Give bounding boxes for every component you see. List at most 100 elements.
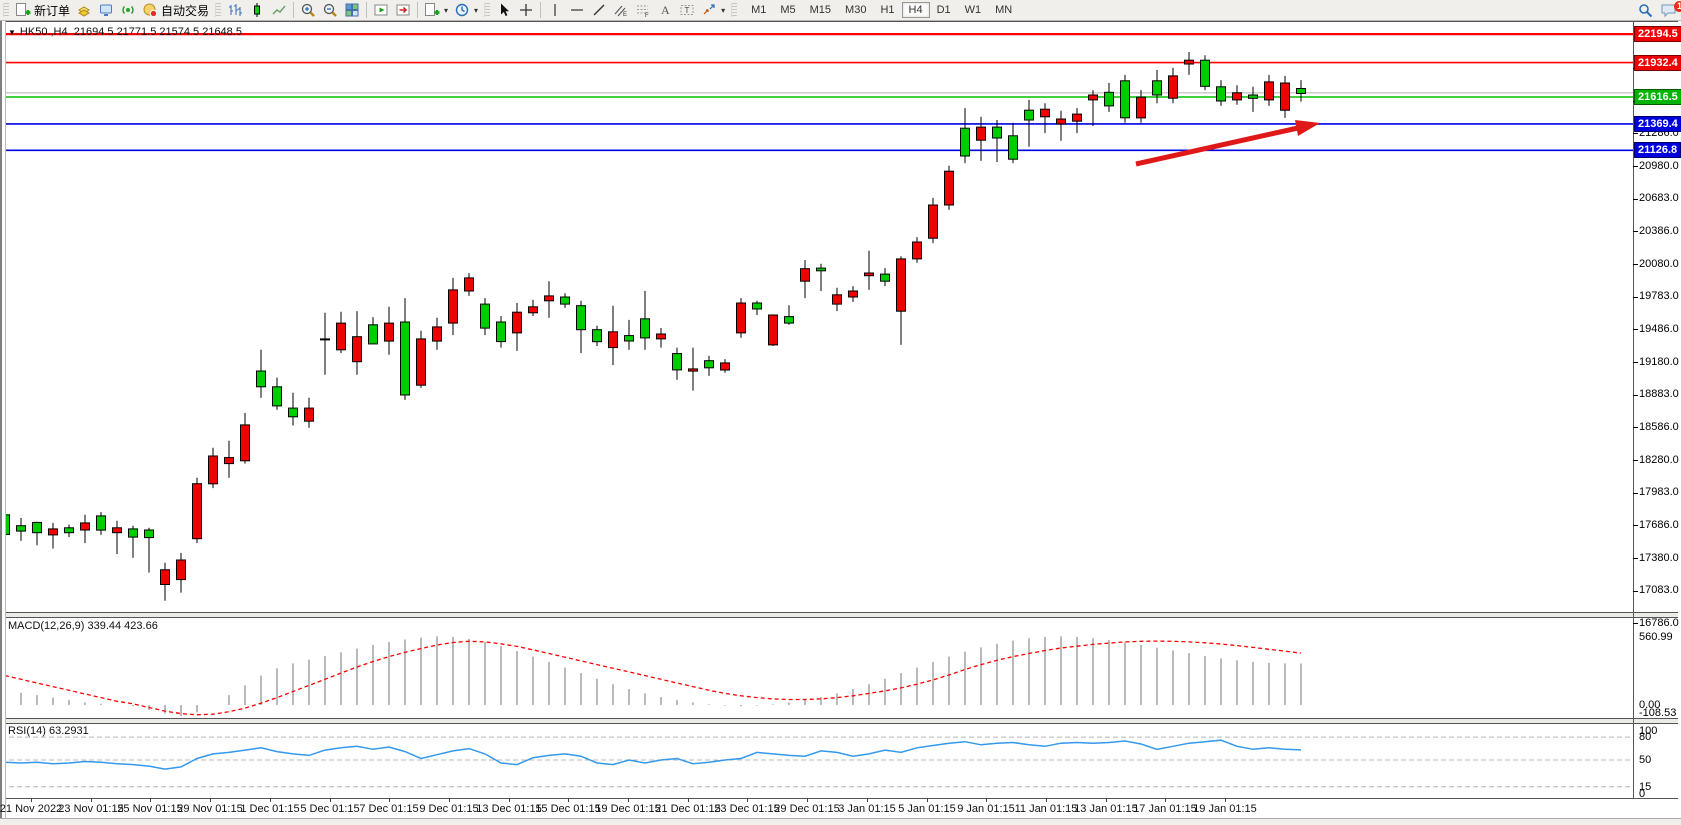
equidistant-channel-button[interactable]: E — [610, 1, 632, 20]
timeframe-M30[interactable]: M30 — [838, 2, 873, 18]
timeframe-H1[interactable]: H1 — [873, 2, 901, 18]
candlestick-chart-button[interactable] — [246, 1, 268, 20]
candle-body — [736, 302, 746, 334]
autotrading-button[interactable]: 自动交易 — [139, 1, 212, 20]
vertical-line-icon — [547, 2, 563, 18]
candle-body — [672, 353, 682, 371]
notifications-button[interactable]: 1 — [1657, 0, 1681, 20]
zoom-out-button[interactable] — [319, 1, 341, 20]
timeframe-MN[interactable]: MN — [988, 2, 1019, 18]
search-button[interactable] — [1634, 1, 1657, 20]
collapse-triangle-icon[interactable]: ▼ — [8, 28, 16, 37]
auto-scroll-icon — [373, 2, 389, 18]
candle-body — [912, 241, 922, 260]
candle-body — [688, 368, 698, 372]
rsi-label: RSI(14) 63.2931 — [8, 725, 89, 737]
trendline-button[interactable] — [588, 1, 610, 20]
signal-button[interactable] — [117, 1, 139, 20]
date-label: 21 Dec 01:15 — [655, 803, 721, 815]
price-tickmark — [1633, 133, 1638, 134]
date-label: 7 Dec 01:15 — [359, 803, 419, 815]
candle-body — [656, 333, 666, 340]
price-tick-label: 19783.0 — [1639, 290, 1679, 302]
timeframe-M15[interactable]: M15 — [803, 2, 838, 18]
timeframe-W1[interactable]: W1 — [958, 2, 989, 18]
macd-panel[interactable] — [0, 616, 1678, 719]
date-tickmark — [568, 798, 569, 802]
price-tick-label: 18883.0 — [1639, 388, 1679, 400]
price-tick-label: 17083.0 — [1639, 584, 1679, 596]
candle-body — [176, 559, 186, 581]
crosshair-button[interactable] — [515, 1, 537, 20]
crosshair-icon — [518, 2, 534, 18]
period-button[interactable]: ▾ — [451, 1, 481, 20]
toolbar-grip[interactable] — [731, 3, 738, 17]
date-label: 9 Dec 01:15 — [419, 803, 479, 815]
zoom-in-button[interactable] — [297, 1, 319, 20]
tile-windows-button[interactable] — [341, 1, 363, 20]
candle-body — [96, 515, 106, 531]
bar-chart-button[interactable] — [224, 1, 246, 20]
candle-body — [48, 528, 58, 536]
candle-body — [944, 170, 954, 206]
candle-body — [448, 289, 458, 324]
timeframe-M1[interactable]: M1 — [744, 2, 773, 18]
main-chart[interactable] — [0, 21, 1678, 613]
rsi-panel[interactable] — [0, 722, 1678, 798]
date-label: 11 Jan 01:15 — [1014, 803, 1078, 815]
candle-body — [1184, 59, 1194, 65]
date-tickmark — [449, 798, 450, 802]
candle-body — [1040, 108, 1050, 118]
price-tickmark — [1633, 362, 1638, 363]
date-label: 13 Dec 01:15 — [476, 803, 542, 815]
date-tickmark — [210, 798, 211, 802]
auto-scroll-button[interactable] — [370, 1, 392, 20]
line-chart-button[interactable] — [268, 1, 290, 20]
panel-splitter[interactable] — [0, 718, 1678, 724]
candle-body — [1264, 81, 1274, 101]
trend-arrow-head[interactable] — [1295, 120, 1320, 136]
timeframe-D1[interactable]: D1 — [930, 2, 958, 18]
new-chart-button[interactable]: ▾ — [421, 1, 451, 20]
arrows-button[interactable]: ▾ — [698, 1, 728, 20]
rsi-line — [4, 739, 1302, 770]
gold-bars-button[interactable] — [73, 1, 95, 20]
date-tickmark — [1165, 798, 1166, 802]
price-tick-label: 19180.0 — [1639, 356, 1679, 368]
price-tickmark — [1633, 264, 1638, 265]
toolbar-grip[interactable] — [3, 3, 9, 17]
toolbar-grip[interactable] — [215, 3, 222, 17]
candle-body — [880, 273, 890, 282]
date-tickmark — [867, 798, 868, 802]
macd-signal-line — [4, 640, 1302, 716]
candle-body — [1072, 113, 1082, 122]
price-line-badge: 21126.8 — [1634, 142, 1681, 158]
candle-body — [1280, 82, 1290, 111]
price-tickmark — [1633, 493, 1638, 494]
new-order-label: 新订单 — [34, 3, 71, 18]
candle-body — [400, 321, 410, 396]
price-tick-label: 19486.0 — [1639, 323, 1679, 335]
timeframe-H4[interactable]: H4 — [901, 2, 930, 18]
candle-body — [16, 525, 26, 532]
text-button[interactable]: A — [654, 1, 676, 20]
cursor-button[interactable] — [493, 1, 515, 20]
chart-shift-button[interactable] — [392, 1, 414, 20]
new-order-button[interactable]: 新订单 — [12, 1, 73, 20]
panel-splitter[interactable] — [0, 612, 1678, 618]
candle-body — [976, 126, 986, 141]
vertical-line-button[interactable] — [544, 1, 566, 20]
price-tickmark — [1633, 329, 1638, 330]
monitor-button[interactable] — [95, 1, 117, 20]
date-tickmark — [747, 798, 748, 802]
chart-title: ▼ HK50.,H4 21694.5 21771.5 21574.5 21648.… — [8, 26, 242, 38]
fibonacci-button[interactable]: F — [632, 1, 654, 20]
horizontal-line-button[interactable] — [566, 1, 588, 20]
price-tick-label: 16786.0 — [1639, 617, 1679, 629]
candle-body — [368, 324, 378, 345]
toolbar-grip[interactable] — [484, 3, 491, 17]
candle-body — [1168, 75, 1178, 99]
timeframe-M5[interactable]: M5 — [773, 2, 802, 18]
trend-arrow-shaft[interactable] — [1135, 125, 1301, 167]
text-label-button[interactable]: T — [676, 1, 698, 20]
